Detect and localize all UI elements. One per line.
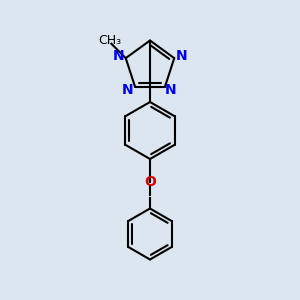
- Text: CH₃: CH₃: [98, 34, 122, 46]
- Text: N: N: [122, 82, 133, 97]
- Text: O: O: [144, 175, 156, 188]
- Text: N: N: [176, 49, 188, 63]
- Text: N: N: [112, 49, 124, 63]
- Text: N: N: [165, 82, 176, 97]
